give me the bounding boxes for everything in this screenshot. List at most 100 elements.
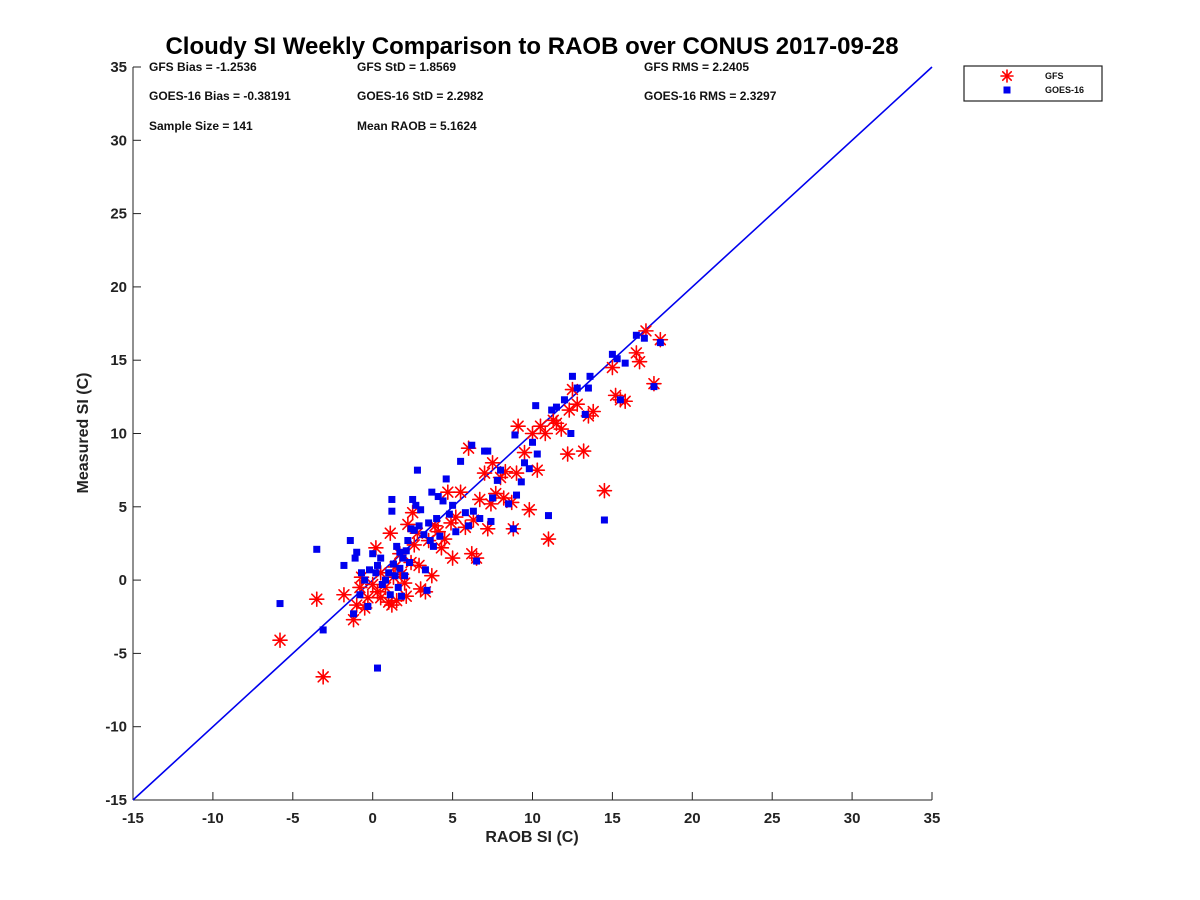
goes16-point (413, 466, 421, 474)
gfs-point (471, 491, 488, 508)
gfs-point (516, 444, 533, 461)
x-tick-label: 15 (604, 810, 621, 827)
gfs-point (559, 446, 576, 462)
goes16-point (356, 591, 364, 599)
gfs-point (372, 589, 389, 606)
goes16-point (426, 537, 434, 545)
statistics-annotations: GFS Bias = -1.2536 GFS StD = 1.8569 GFS RM… (149, 60, 777, 133)
goes16-point (377, 554, 385, 562)
gfs-point (315, 669, 331, 685)
goes16-points (276, 331, 664, 672)
goes16-point (548, 406, 556, 414)
goes16-point (388, 507, 396, 515)
goes16-point (409, 495, 417, 503)
x-tick-label: 25 (764, 810, 781, 827)
legend-box (963, 65, 1103, 102)
goes16-point (366, 566, 374, 574)
stat-label: GOES-16 RMS = 2.3297 (644, 89, 777, 103)
stat-label: GFS RMS = 2.2405 (644, 60, 749, 74)
y-tick-label: 15 (110, 352, 127, 369)
gfs-point (537, 425, 554, 442)
x-tick-label: 20 (684, 810, 701, 827)
goes16-point (581, 410, 589, 418)
gfs-points (272, 323, 669, 685)
goes16-point (521, 459, 529, 467)
x-tick-label: 5 (448, 810, 456, 827)
gfs-point (272, 632, 288, 649)
goes16-point (573, 384, 581, 392)
goes16-point (568, 372, 576, 380)
y-tick-label: 35 (110, 59, 127, 76)
goes16-point (361, 576, 369, 584)
goes16-point (391, 572, 399, 580)
gfs-point (336, 586, 352, 603)
goes16-point (586, 372, 594, 380)
goes16-point (452, 528, 460, 536)
gfs-point (364, 576, 381, 593)
goes16-point (656, 339, 664, 347)
goes16-point (476, 515, 484, 523)
goes16-point (552, 403, 560, 411)
y-tick-label: 5 (119, 499, 127, 516)
goes16-point (358, 569, 366, 577)
goes16-point (505, 500, 513, 508)
goes16-point (405, 559, 413, 567)
goes16-point (473, 557, 481, 565)
goes16-point (313, 545, 321, 553)
goes16-point (465, 522, 473, 530)
goes16-point (340, 561, 348, 569)
goes16-point (369, 550, 377, 558)
goes16-point (489, 494, 497, 502)
goes16-point (394, 583, 402, 591)
goes16-point (544, 512, 552, 520)
gfs-point (510, 418, 526, 434)
goes16-point (525, 465, 533, 473)
goes16-point (397, 592, 405, 600)
goes16-point (434, 493, 442, 501)
gfs-point (444, 550, 461, 566)
x-tick-label: 35 (924, 810, 941, 827)
goes16-point (650, 383, 658, 391)
y-tick-label: 0 (119, 572, 127, 589)
goes16-point (567, 430, 575, 437)
goes16-point (350, 610, 358, 618)
goes16-point (388, 495, 396, 503)
goes16-point (533, 450, 541, 458)
goes16-point (396, 564, 404, 572)
gfs-point (604, 359, 621, 376)
goes16-point (457, 457, 465, 465)
goes16-point (468, 441, 476, 449)
x-tick-label: 10 (524, 810, 541, 827)
goes16-point (402, 547, 410, 555)
goes16-point (373, 561, 381, 569)
goes16-point (608, 350, 616, 358)
goes16-point (425, 519, 433, 527)
gfs-point (452, 484, 469, 500)
legend-gfs-marker (1000, 69, 1014, 83)
goes16-point (632, 331, 640, 339)
x-axis-label: RAOB SI (C) (485, 829, 578, 846)
gfs-point (382, 525, 399, 541)
stat-label: GOES-16 Bias = -0.38191 (149, 89, 291, 103)
goes16-point (386, 591, 394, 599)
goes16-point (532, 402, 540, 410)
goes16-point (404, 537, 412, 545)
goes16-point (351, 554, 359, 562)
stat-label: Sample Size = 141 (149, 119, 253, 133)
goes16-point (497, 466, 505, 474)
goes16-point (399, 554, 407, 562)
y-tick-label: 25 (110, 206, 127, 223)
stat-label: GFS Bias = -1.2536 (149, 60, 257, 74)
goes16-point (511, 431, 519, 439)
goes16-point (417, 506, 425, 514)
goes16-point (433, 515, 441, 523)
gfs-point (424, 567, 440, 584)
x-tick-label: 30 (844, 810, 861, 827)
goes16-point (372, 569, 380, 577)
goes16-point (439, 497, 447, 505)
goes16-point (319, 626, 327, 634)
legend-goes16-marker (1003, 86, 1011, 94)
goes16-point (513, 491, 521, 499)
gfs-point (575, 443, 592, 459)
